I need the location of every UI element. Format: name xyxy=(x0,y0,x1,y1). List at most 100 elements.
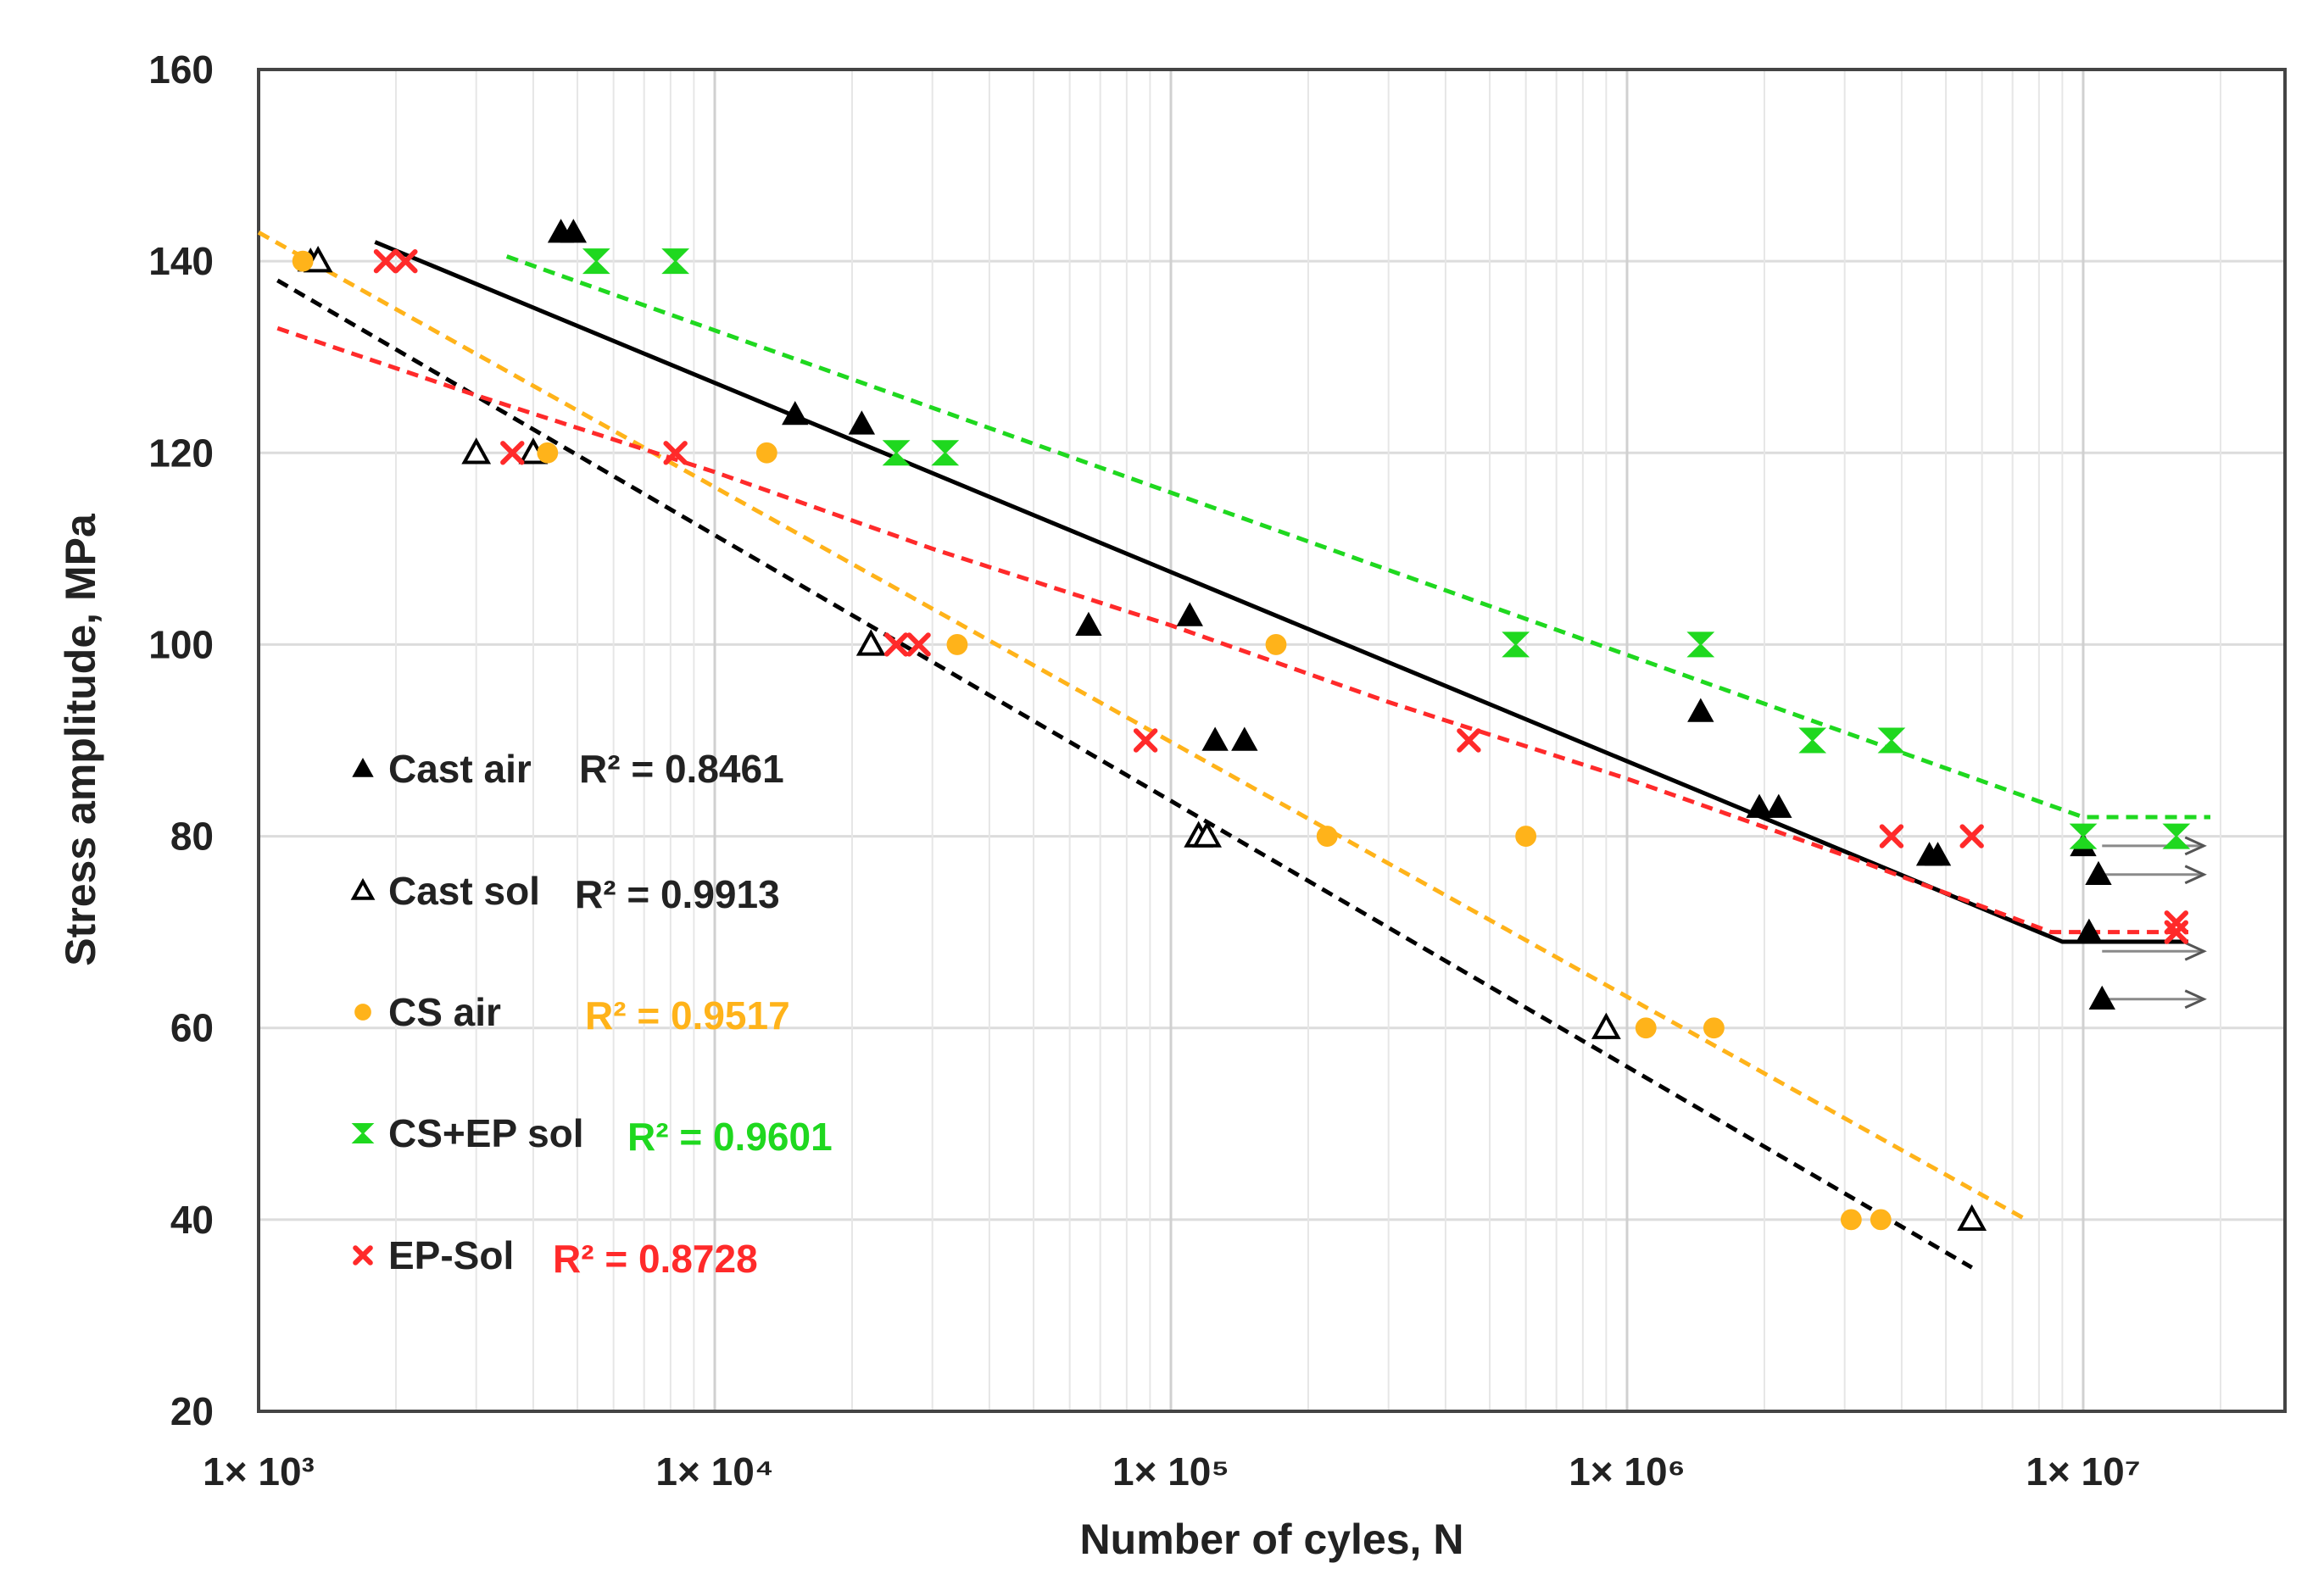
data-point xyxy=(2162,823,2191,849)
data-points xyxy=(292,219,2191,1232)
data-point xyxy=(855,629,886,656)
data-point xyxy=(1686,631,1715,658)
data-point xyxy=(1635,1017,1657,1039)
data-point xyxy=(2076,918,2103,943)
legend-r2: R² = 0.9601 xyxy=(627,1115,833,1159)
x-tick-label: 1× 10⁵ xyxy=(1112,1449,1229,1494)
data-point xyxy=(1192,821,1222,848)
data-point xyxy=(882,440,911,466)
data-point xyxy=(1591,1012,1621,1039)
cross-stroke xyxy=(1879,824,1904,848)
trend-line xyxy=(257,231,2028,1222)
trend-line xyxy=(276,278,1973,1270)
data-point xyxy=(1201,726,1229,751)
legend-marker xyxy=(351,1123,375,1143)
trend-line xyxy=(505,254,2210,820)
legend-marker xyxy=(354,1004,371,1021)
data-point xyxy=(373,248,398,274)
data-point xyxy=(1765,793,1792,818)
data-point xyxy=(906,632,931,657)
y-tick-label: 80 xyxy=(170,815,214,859)
data-point xyxy=(2164,920,2189,944)
cross-stroke xyxy=(1959,824,1984,848)
data-point xyxy=(461,437,492,465)
cross-stroke xyxy=(373,248,398,274)
legend-label: CS air xyxy=(388,990,501,1034)
legend-r2: R² = 0.9913 xyxy=(575,872,780,916)
data-point xyxy=(292,250,314,272)
data-point xyxy=(1877,727,1906,754)
data-point xyxy=(946,634,968,655)
grid-layer xyxy=(257,68,2285,1413)
cross-stroke xyxy=(393,248,418,274)
data-point xyxy=(1870,1209,1892,1231)
y-axis-title: Stress amplitude, MPa xyxy=(57,513,104,966)
data-point xyxy=(1687,698,1714,722)
data-point xyxy=(537,442,559,464)
cross-stroke xyxy=(663,441,688,465)
trend-line xyxy=(374,240,2188,944)
y-tick-label: 140 xyxy=(148,239,214,283)
data-point xyxy=(931,440,960,466)
data-point xyxy=(1502,631,1530,658)
data-point xyxy=(2088,985,2115,1010)
data-point xyxy=(1959,824,1984,848)
data-point xyxy=(1231,726,1258,751)
data-point xyxy=(582,248,610,275)
cross-stroke xyxy=(2164,920,2189,944)
data-point xyxy=(1746,793,1773,818)
data-point xyxy=(2085,860,2112,885)
legend-marker xyxy=(353,1245,373,1266)
cross-stroke xyxy=(500,441,525,465)
y-tick-label: 60 xyxy=(170,1006,214,1050)
legend-label: CS+EP sol xyxy=(388,1111,584,1155)
plot-frame xyxy=(257,68,2287,1413)
runout-arrow-head xyxy=(2184,989,2207,1010)
y-tick-label: 40 xyxy=(170,1198,214,1242)
data-point xyxy=(1133,728,1158,753)
y-tick-label: 120 xyxy=(148,431,214,475)
cross-stroke xyxy=(1457,728,1481,753)
data-point xyxy=(883,632,909,657)
legend-r2: R² = 0.8728 xyxy=(553,1237,758,1281)
legend-label: EP-Sol xyxy=(388,1233,514,1277)
legend-marker xyxy=(350,877,376,900)
data-point xyxy=(1316,826,1338,847)
runout-arrow-head xyxy=(2184,836,2207,856)
cross-stroke xyxy=(1133,728,1158,753)
legend-r2: R² = 0.9517 xyxy=(585,993,790,1037)
data-point xyxy=(560,219,588,243)
x-tick-label: 1× 10⁷ xyxy=(2026,1449,2140,1494)
legend-marker xyxy=(352,757,374,777)
legend: Cast air R² = 0.8461 Cast sol R² = 0.9913 CS… xyxy=(350,747,833,1281)
data-point xyxy=(755,442,777,464)
data-point xyxy=(1957,1204,1987,1232)
y-tick-label: 100 xyxy=(148,622,214,666)
x-tick-label: 1× 10⁶ xyxy=(1569,1449,1686,1494)
data-point xyxy=(1265,634,1287,655)
data-point xyxy=(1457,728,1481,753)
x-tick-labels: 1× 10³ 1× 10⁴ 1× 10⁵ 1× 10⁶ 1× 10⁷ xyxy=(203,1449,2141,1494)
data-point xyxy=(1798,727,1827,754)
data-point xyxy=(1176,602,1203,626)
data-point xyxy=(782,400,809,426)
y-tick-label: 20 xyxy=(170,1389,214,1433)
data-point xyxy=(1075,611,1102,637)
x-tick-label: 1× 10³ xyxy=(203,1449,315,1494)
data-point xyxy=(1879,824,1904,848)
trend-lines xyxy=(257,231,2210,1270)
x-tick-label: 1× 10⁴ xyxy=(655,1449,773,1494)
data-point xyxy=(1924,842,1952,866)
data-point xyxy=(663,441,688,465)
data-point xyxy=(1515,826,1537,847)
cross-stroke xyxy=(906,632,931,657)
runout-arrow-head xyxy=(2184,941,2207,961)
data-point xyxy=(848,410,876,435)
trend-line xyxy=(276,325,2188,935)
legend-label: Cast sol xyxy=(388,869,540,913)
y-tick-label: 160 xyxy=(148,47,214,92)
legend-r2: R² = 0.8461 xyxy=(579,747,784,791)
data-point xyxy=(393,248,418,274)
legend-label: Cast air xyxy=(388,747,532,791)
data-point xyxy=(2069,823,2098,849)
